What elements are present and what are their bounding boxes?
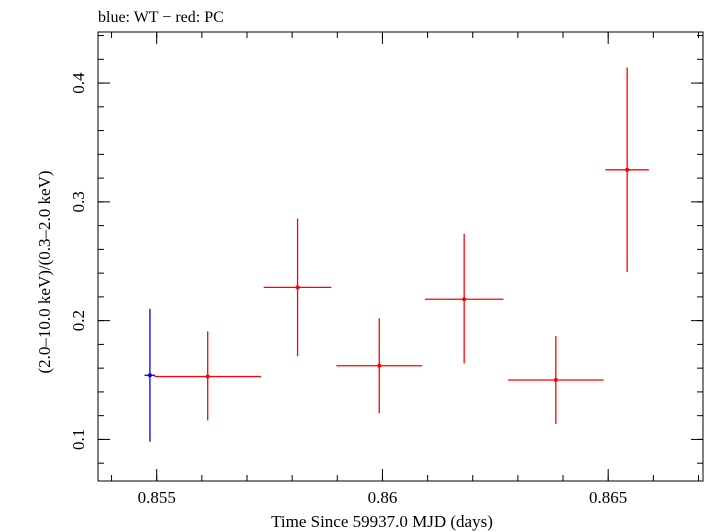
x-tick-label: 0.86	[368, 488, 398, 507]
data-point	[377, 363, 382, 368]
y-tick-label: 0.1	[69, 429, 88, 450]
y-tick-label: 0.2	[69, 310, 88, 331]
x-axis-label: Time Since 59937.0 MJD (days)	[271, 512, 493, 531]
data-point	[147, 373, 152, 378]
y-axis-label: (2.0–10.0 keV)/(0.3–2.0 keV)	[35, 170, 54, 373]
y-tick-label: 0.4	[69, 72, 88, 94]
series-wt	[144, 308, 156, 442]
y-minor-ticks	[98, 35, 703, 464]
x-axis-ticks: 0.855 0.86 0.865	[138, 32, 627, 507]
x-tick-label: 0.865	[589, 488, 627, 507]
data-point	[553, 378, 558, 383]
x-minor-ticks	[111, 32, 699, 481]
data-point	[205, 374, 210, 379]
data-point	[462, 297, 467, 302]
data-point	[295, 285, 300, 290]
plot-frame	[97, 31, 704, 482]
data-series	[144, 67, 649, 442]
y-axis-ticks: 0.1 0.2 0.3 0.4	[69, 72, 703, 450]
x-tick-label: 0.855	[138, 488, 176, 507]
y-tick-label: 0.3	[69, 191, 88, 212]
series-pc	[154, 67, 649, 424]
chart-title: blue: WT − red: PC	[98, 9, 224, 26]
data-point	[625, 167, 630, 172]
